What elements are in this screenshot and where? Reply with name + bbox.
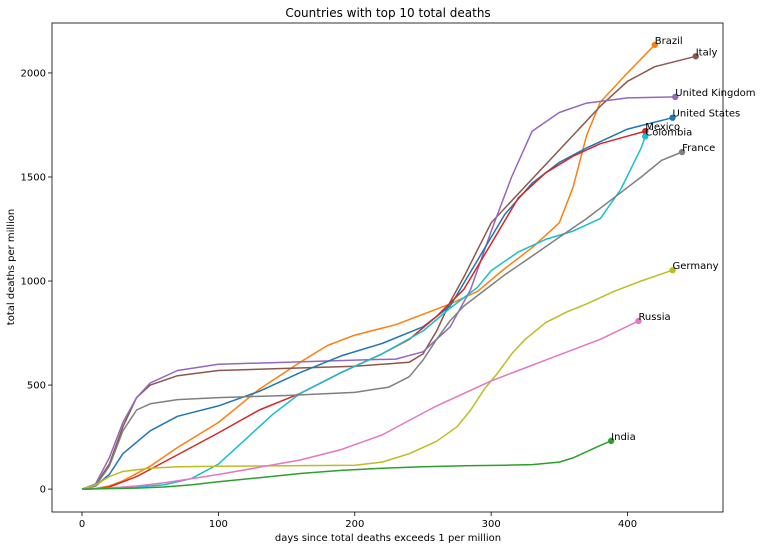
chart-title: Countries with top 10 total deaths	[285, 6, 490, 20]
end-marker-brazil	[651, 41, 659, 49]
end-marker-india	[607, 437, 615, 445]
end-label-italy: Italy	[696, 47, 718, 58]
end-labels: Brazil Italy United Kingdom United States Me…	[611, 36, 755, 443]
series-lines	[81, 44, 696, 490]
x-tick-label: 300	[482, 519, 501, 530]
series-line-italy	[81, 55, 696, 490]
series-line-france	[81, 151, 683, 490]
end-marker-germany	[669, 267, 676, 274]
x-tick-label: 200	[345, 519, 364, 530]
end-label-united-states: United States	[673, 109, 741, 120]
series-line-india	[81, 440, 612, 490]
x-axis: 0 100 200 300 400	[79, 512, 637, 530]
y-axis: 0 500 1000 1500 2000	[21, 68, 52, 496]
y-tick-label: 1000	[21, 277, 46, 288]
end-label-mexico: Mexico	[645, 122, 680, 133]
end-marker-russia	[635, 317, 642, 325]
series-line-mexico	[81, 130, 646, 490]
y-axis-label: total deaths per million	[6, 209, 17, 325]
end-marker-france	[678, 148, 686, 156]
series-line-united-states	[81, 116, 673, 490]
y-tick-label: 2000	[21, 68, 46, 79]
end-label-russia: Russia	[638, 312, 670, 323]
end-marker-mexico	[642, 128, 649, 135]
end-label-united-kingdom: United Kingdom	[675, 88, 755, 99]
series-line-united-kingdom	[81, 96, 676, 490]
end-marker-italy	[692, 53, 699, 60]
end-label-india: India	[611, 432, 636, 443]
series-line-brazil	[81, 44, 656, 490]
x-tick-label: 0	[79, 519, 85, 530]
end-markers	[607, 41, 699, 445]
series-line-germany	[81, 269, 673, 490]
end-marker-colombia	[642, 133, 649, 140]
end-marker-united-kingdom	[672, 93, 679, 101]
end-label-brazil: Brazil	[655, 36, 683, 47]
x-axis-label: days since total deaths exceeds 1 per mi…	[275, 533, 501, 544]
end-label-colombia: Colombia	[645, 127, 692, 138]
plot-frame	[51, 22, 724, 513]
end-marker-united-states	[669, 114, 676, 121]
y-tick-label: 1500	[21, 172, 46, 183]
y-tick-label: 500	[27, 381, 46, 392]
series-line-colombia	[81, 136, 647, 490]
end-label-germany: Germany	[673, 261, 719, 272]
x-tick-label: 400	[618, 519, 637, 530]
x-tick-label: 100	[209, 519, 228, 530]
series-line-russia	[81, 320, 639, 490]
end-label-france: France	[682, 143, 715, 154]
y-tick-label: 0	[40, 485, 46, 496]
